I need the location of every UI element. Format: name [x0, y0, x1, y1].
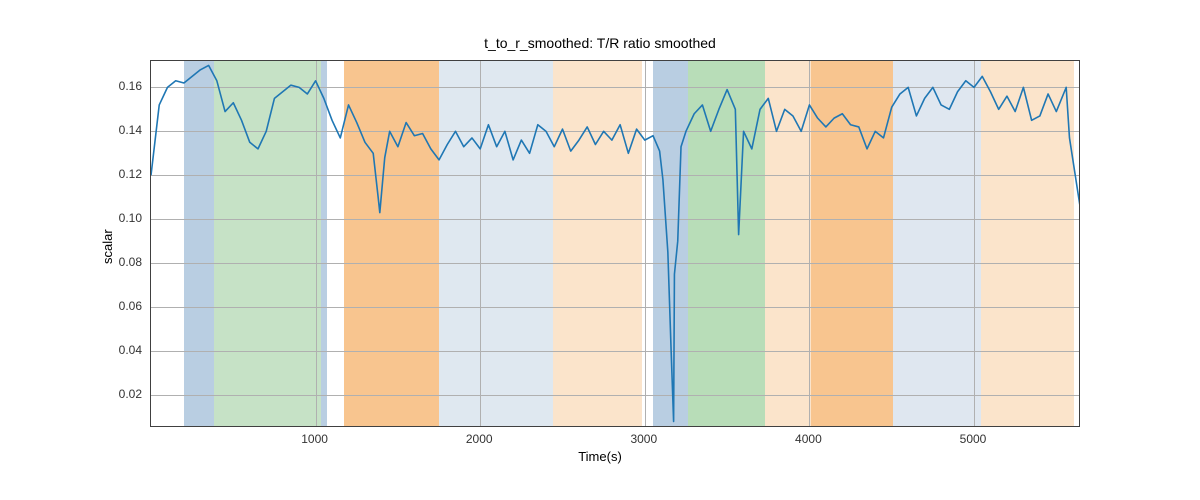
axes: [150, 60, 1080, 427]
x-axis-label: Time(s): [0, 449, 1200, 464]
plot-area: [151, 61, 1079, 426]
x-tick-label: 3000: [630, 432, 657, 446]
x-tick-label: 5000: [960, 432, 987, 446]
x-tick-label: 1000: [301, 432, 328, 446]
series-line: [151, 65, 1079, 421]
x-tick-label: 4000: [795, 432, 822, 446]
series-svg: [151, 61, 1079, 426]
y-axis-label: scalar: [100, 229, 115, 264]
chart-title: t_to_r_smoothed: T/R ratio smoothed: [0, 35, 1200, 51]
x-tick-label: 2000: [466, 432, 493, 446]
chart: t_to_r_smoothed: T/R ratio smoothed 1000…: [0, 0, 1200, 500]
